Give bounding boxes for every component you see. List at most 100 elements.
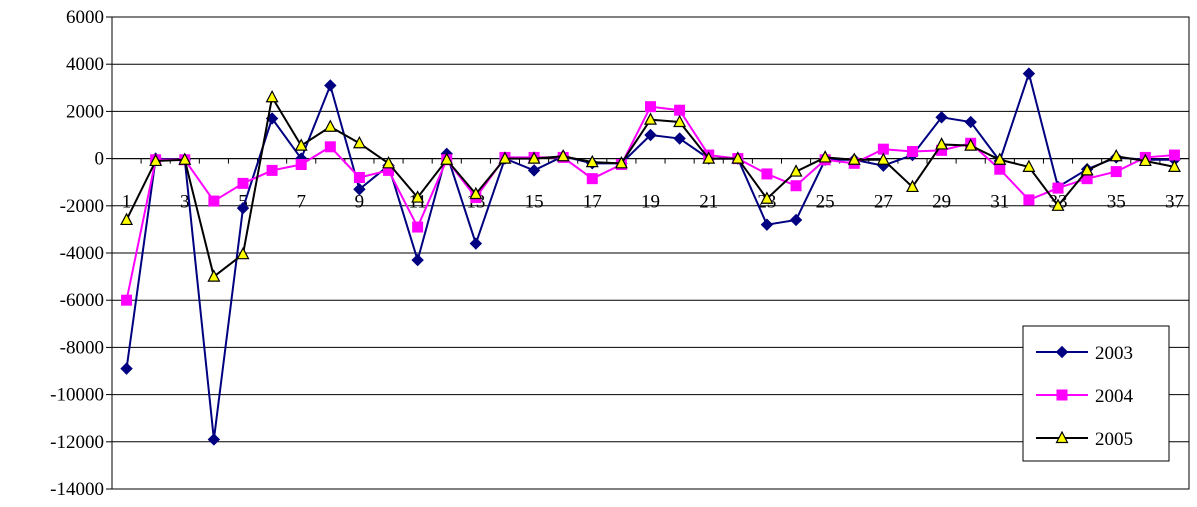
data-point — [353, 183, 366, 196]
x-tick-label: 25 — [816, 192, 835, 213]
x-tick-label: 15 — [525, 192, 544, 213]
x-tick-label: 27 — [874, 192, 893, 213]
data-point — [1168, 149, 1180, 161]
data-point — [121, 294, 133, 306]
series-2005 — [120, 89, 1181, 282]
data-point — [644, 112, 657, 125]
data-point — [673, 132, 686, 145]
data-point — [906, 146, 918, 158]
data-point — [236, 201, 250, 215]
data-point — [208, 195, 220, 207]
legend-item: 2003 — [1036, 343, 1133, 364]
y-tick-label: 6000 — [66, 7, 104, 28]
y-tick-label: -10000 — [50, 385, 104, 406]
y-tick-label: -6000 — [60, 290, 104, 311]
x-tick-label: 21 — [699, 192, 718, 213]
data-point — [905, 179, 919, 193]
legend-label: 2004 — [1095, 386, 1134, 407]
data-point — [993, 152, 1007, 165]
data-point — [324, 79, 337, 92]
data-point — [295, 159, 307, 170]
data-point — [353, 171, 365, 183]
legend: 2003 2004 2005 — [1022, 325, 1170, 462]
data-point — [1110, 166, 1122, 178]
data-point — [789, 213, 803, 227]
data-point — [440, 152, 454, 165]
data-point — [411, 253, 424, 267]
legend-label: 2005 — [1095, 429, 1133, 450]
legend-item: 2005 — [1036, 429, 1133, 450]
data-point — [1055, 430, 1069, 444]
data-point — [847, 152, 861, 165]
data-point — [1022, 67, 1036, 80]
y-tick-label: -4000 — [60, 243, 104, 264]
data-point — [1138, 153, 1152, 167]
data-point — [731, 151, 745, 164]
y-tick-label: 0 — [95, 149, 105, 170]
data-point — [323, 119, 337, 132]
legend-item: 2004 — [1036, 386, 1134, 407]
y-tick-label: 4000 — [66, 54, 104, 75]
x-tick-label: 17 — [583, 192, 602, 213]
data-point — [498, 151, 512, 164]
data-point — [1056, 389, 1068, 401]
data-point — [527, 151, 541, 164]
data-point — [645, 101, 656, 113]
legend-label: 2003 — [1095, 343, 1133, 364]
data-point — [1167, 159, 1181, 172]
data-point — [702, 151, 716, 164]
x-tick-label: 7 — [296, 192, 306, 213]
data-point — [935, 111, 948, 124]
data-point — [178, 152, 192, 165]
x-tick-label: 29 — [932, 192, 951, 213]
data-point — [237, 177, 249, 189]
data-point — [527, 164, 541, 177]
data-point — [411, 190, 425, 203]
data-point — [207, 433, 221, 446]
data-point — [964, 138, 978, 151]
data-point — [1080, 163, 1094, 176]
data-point — [556, 148, 570, 162]
data-point — [412, 221, 424, 233]
x-tick-label: 1 — [122, 192, 132, 213]
data-point — [1022, 159, 1036, 172]
series-lines — [120, 67, 1181, 446]
data-point — [964, 115, 977, 129]
data-point — [818, 150, 832, 163]
y-tick-label: 2000 — [66, 101, 104, 122]
y-tick-label: -2000 — [60, 196, 104, 217]
data-point — [352, 135, 366, 149]
data-point — [1051, 198, 1065, 211]
x-tick-label: 9 — [355, 192, 365, 213]
data-point — [382, 156, 396, 169]
axes: -14000 -12000 -10000 -8000 -6000 -4000 -2000 0 2… — [50, 7, 1190, 500]
data-point — [644, 128, 657, 142]
data-point — [207, 269, 221, 282]
data-point — [265, 89, 279, 103]
data-point — [935, 137, 949, 150]
data-point — [324, 141, 336, 153]
y-tick-label: -12000 — [50, 432, 104, 453]
data-point — [760, 218, 774, 231]
data-point — [673, 114, 687, 128]
data-point — [266, 164, 278, 176]
data-point — [469, 237, 483, 250]
x-tick-label: 3 — [180, 192, 190, 213]
data-point — [236, 246, 250, 260]
data-point — [585, 154, 599, 168]
y-tick-label: -8000 — [60, 337, 104, 358]
data-point — [120, 212, 134, 226]
data-point — [1109, 148, 1123, 162]
data-point — [789, 164, 803, 177]
data-point — [294, 138, 308, 151]
data-point — [761, 168, 773, 180]
data-point — [790, 180, 802, 192]
x-tick-label: 19 — [641, 192, 660, 213]
data-point — [876, 152, 890, 165]
data-point — [586, 173, 598, 185]
data-point — [469, 186, 483, 200]
y-tick-label: -14000 — [50, 479, 104, 500]
data-point — [1055, 345, 1069, 359]
data-point — [1023, 194, 1035, 206]
